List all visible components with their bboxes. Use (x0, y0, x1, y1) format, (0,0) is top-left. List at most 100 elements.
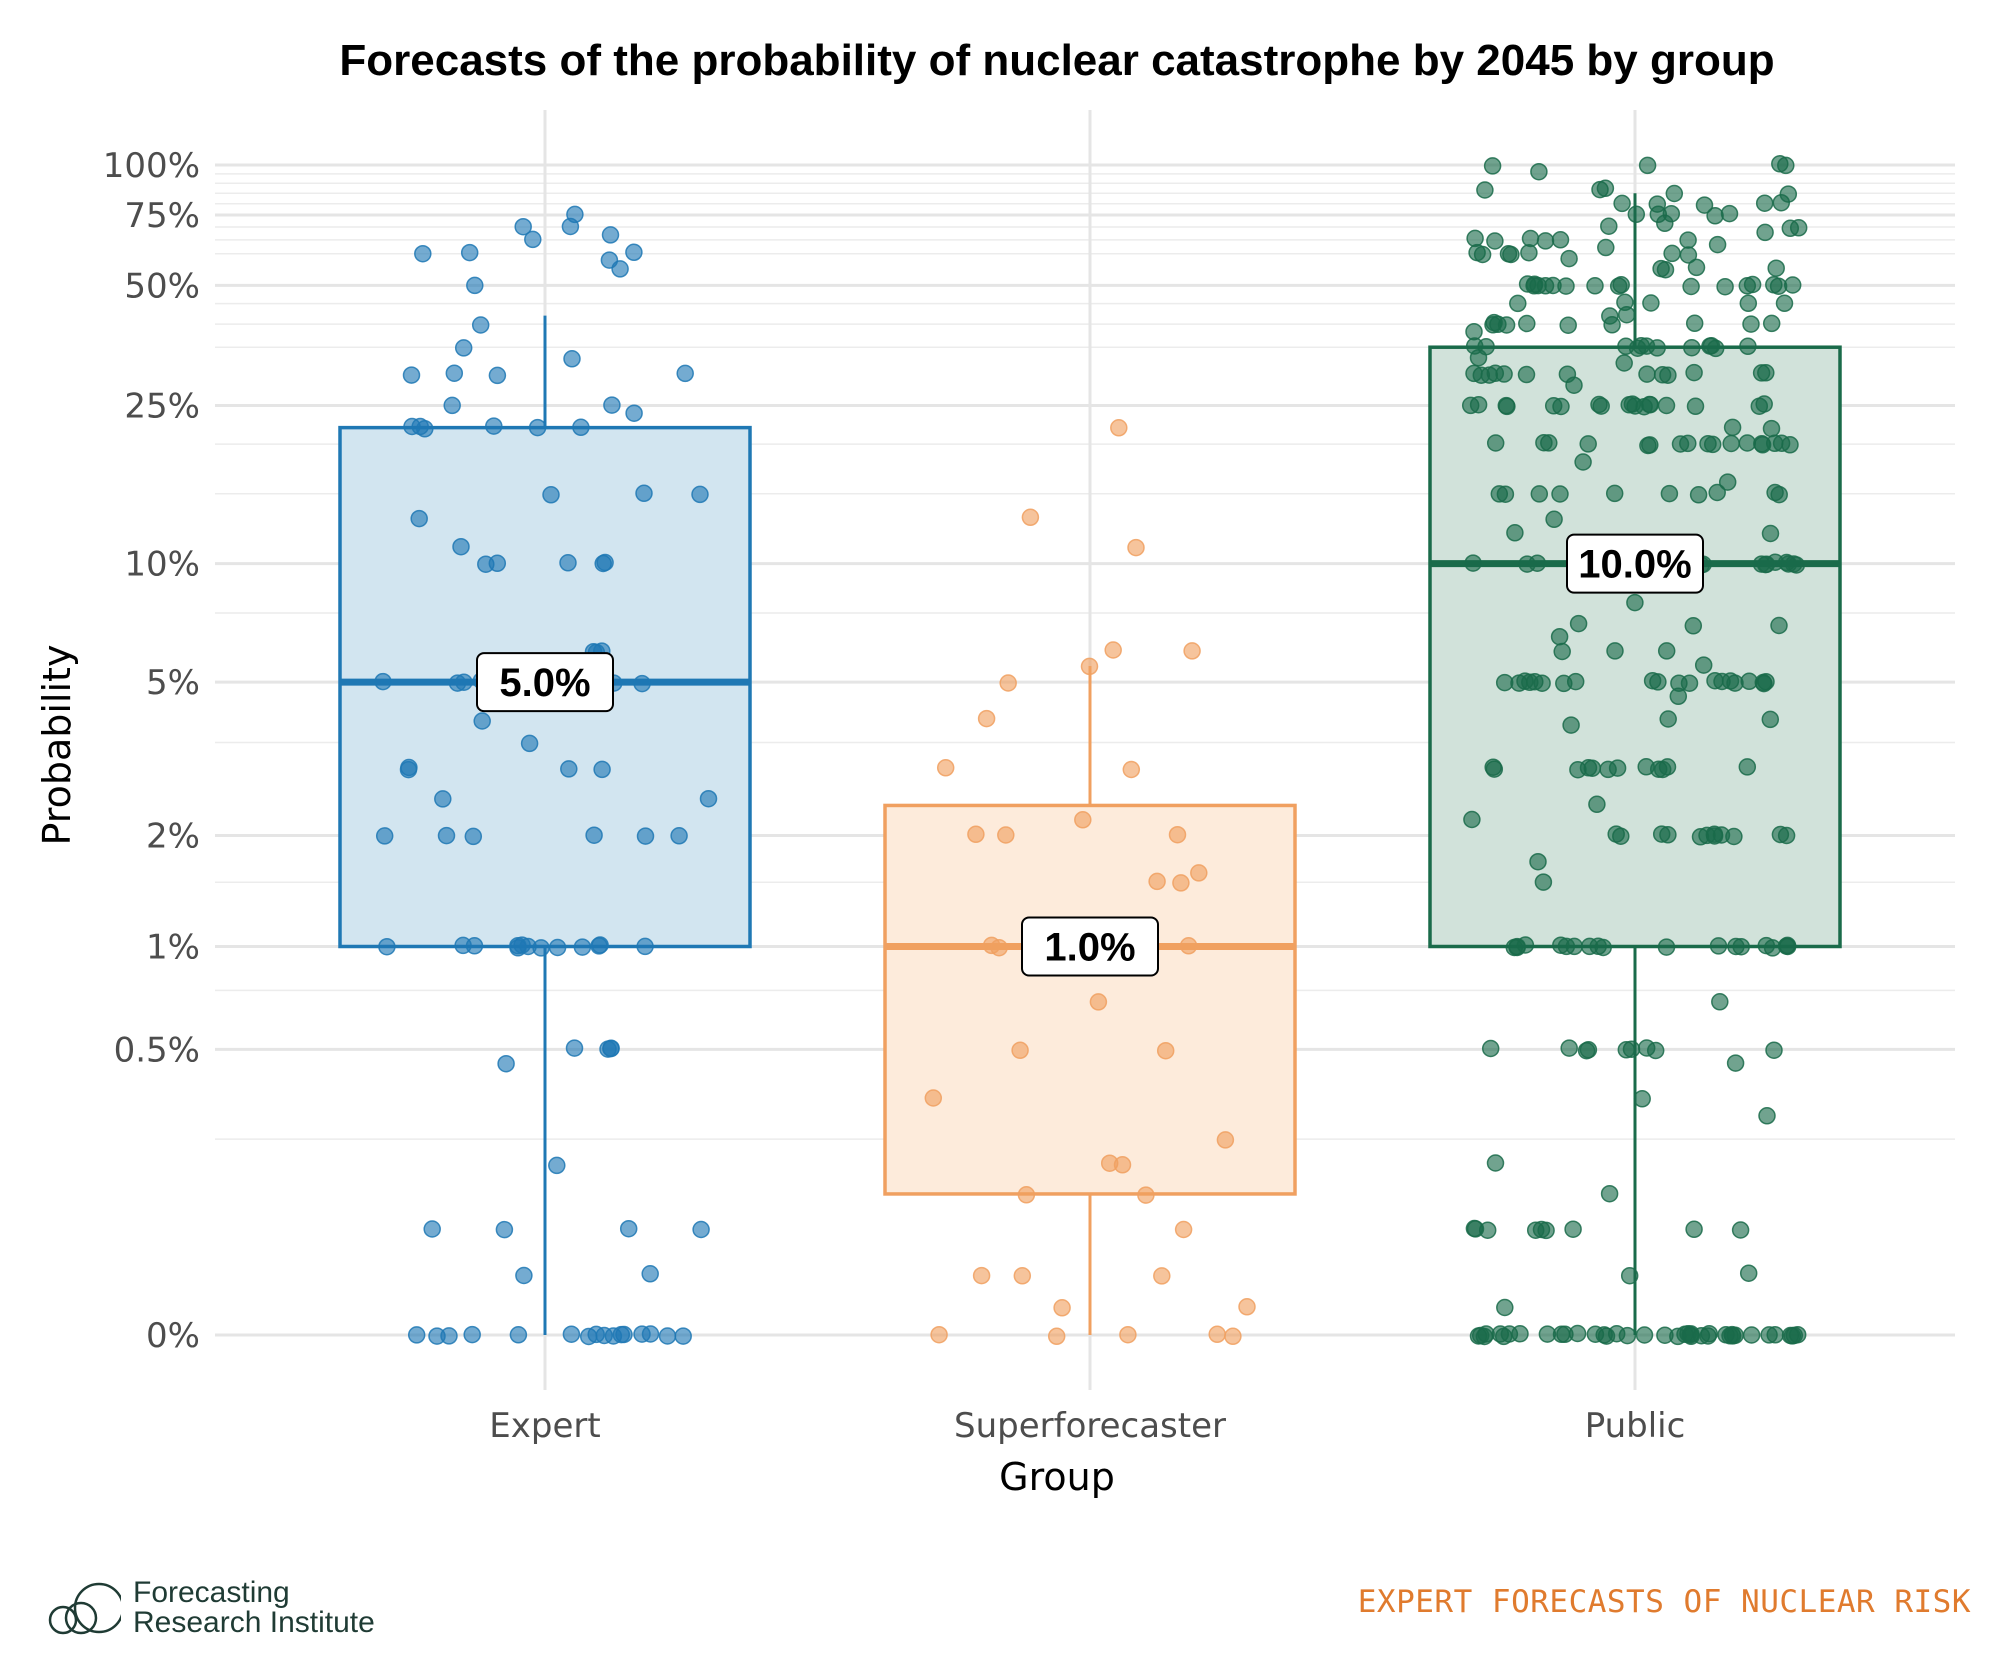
data-point (1626, 397, 1644, 415)
data-point (1174, 1220, 1193, 1239)
data-point (1569, 614, 1588, 633)
data-point (440, 1327, 458, 1345)
data-point (1679, 246, 1698, 264)
data-point (1722, 434, 1740, 453)
data-point (1738, 277, 1757, 295)
data-point (1190, 864, 1208, 882)
data-point (1600, 217, 1618, 235)
data-point (1617, 1041, 1636, 1059)
data-point (1637, 758, 1655, 776)
data-point (1612, 827, 1630, 845)
data-point (1481, 1039, 1500, 1058)
data-point (1758, 1107, 1776, 1125)
data-point (548, 1156, 566, 1175)
data-point (1080, 657, 1099, 676)
data-point (1486, 434, 1505, 452)
data-point (1605, 484, 1624, 503)
data-point (1468, 243, 1486, 262)
data-point (1544, 397, 1563, 415)
data-point (1238, 1298, 1256, 1316)
data-point (924, 1089, 943, 1107)
median-label-box (1566, 533, 1704, 594)
data-point (1555, 674, 1573, 693)
data-point (1738, 758, 1757, 776)
data-point (676, 364, 694, 383)
data-point (1597, 1327, 1616, 1345)
data-point (1559, 316, 1577, 334)
data-point (375, 827, 394, 845)
data-point (1652, 825, 1671, 843)
data-point (1771, 825, 1790, 844)
data-point (1762, 314, 1781, 333)
data-point (999, 674, 1017, 692)
data-point (1767, 259, 1785, 277)
data-point (1695, 196, 1714, 214)
data-point (1616, 293, 1634, 312)
data-point (1476, 181, 1494, 199)
data-point (1620, 1266, 1639, 1285)
data-point (1686, 397, 1705, 416)
data-point (1569, 760, 1587, 779)
data-point (699, 789, 718, 808)
data-point (414, 244, 432, 263)
data-point (1777, 937, 1796, 955)
data-point (1652, 259, 1670, 278)
data-point (1506, 524, 1524, 542)
data-point (670, 827, 688, 845)
data-point (1649, 673, 1667, 691)
data-point (1761, 524, 1780, 543)
data-point (997, 826, 1015, 844)
data-point (1638, 156, 1657, 175)
data-point (423, 1220, 441, 1238)
data-point (1560, 249, 1578, 268)
data-point (1574, 453, 1592, 471)
data-point (972, 1266, 991, 1285)
data-point (967, 825, 985, 844)
x-tick-label: Public (1585, 1406, 1686, 1446)
y-tick-label: 5% (146, 663, 200, 703)
data-point (1660, 484, 1679, 503)
data-point (514, 217, 532, 236)
data-point (1153, 1267, 1171, 1285)
data-point (692, 1220, 710, 1239)
data-point (1469, 395, 1488, 414)
data-point (1671, 435, 1690, 453)
data-point (1709, 937, 1728, 955)
data-point (1613, 194, 1631, 213)
data-point (1537, 1221, 1555, 1240)
data-point (1702, 336, 1721, 355)
data-point (1765, 276, 1783, 294)
data-point (1172, 874, 1190, 892)
data-point (1738, 434, 1757, 452)
data-point (1600, 1184, 1619, 1203)
org-name-line-2: Research Institute (133, 1606, 375, 1639)
data-point (1642, 294, 1660, 312)
data-point (488, 366, 507, 385)
data-point (1509, 294, 1527, 313)
data-point (1657, 938, 1676, 956)
data-point (463, 1325, 481, 1344)
data-point (1480, 366, 1499, 384)
y-tick-label: 10% (124, 545, 200, 585)
data-point (636, 827, 655, 845)
data-point (1528, 554, 1547, 572)
data-point (1731, 1221, 1750, 1239)
x-tick-label: Superforecaster (954, 1406, 1226, 1446)
data-point (1536, 232, 1555, 250)
data-point (1679, 1324, 1697, 1343)
data-point (1720, 204, 1739, 223)
data-point (1680, 674, 1699, 692)
data-point (464, 827, 483, 846)
data-point (1485, 760, 1504, 778)
data-point (452, 537, 470, 556)
data-point (1466, 1220, 1485, 1238)
data-point (625, 243, 643, 262)
data-point (1465, 364, 1483, 383)
data-point (1685, 314, 1704, 333)
data-point (635, 484, 653, 503)
data-point (1551, 231, 1570, 249)
data-point (1183, 642, 1201, 660)
data-point (563, 350, 581, 368)
data-point (1579, 435, 1597, 453)
data-point (1755, 194, 1774, 212)
